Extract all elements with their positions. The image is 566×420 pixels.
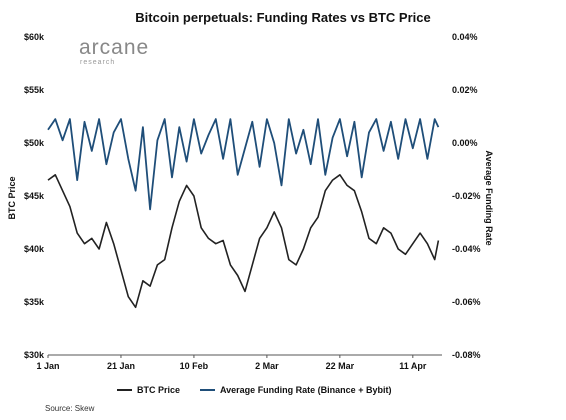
x-tick-label: 21 Jan: [107, 361, 135, 371]
source-note: Source: Skew: [45, 404, 95, 413]
legend: BTC Price Average Funding Rate (Binance …: [117, 385, 391, 395]
x-tick-label: 10 Feb: [180, 361, 209, 371]
y-right-tick-label: 0.04%: [452, 32, 478, 42]
legend-label-btc-price: BTC Price: [137, 385, 180, 395]
y-right-tick-label: 0.00%: [452, 138, 478, 148]
y-left-tick-label: $60k: [24, 32, 45, 42]
plot-area: [47, 118, 440, 309]
x-axis: 1 Jan 21 Jan 10 Feb 2 Mar 22 Mar 11 Apr: [36, 354, 442, 371]
y-right-tick-label: 0.02%: [452, 85, 478, 95]
y-right-axis-label: Average Funding Rate: [484, 150, 494, 245]
y-left-tick-label: $50k: [24, 138, 45, 148]
funding-rate-line: [47, 118, 440, 211]
y-right-tick-label: -0.04%: [452, 244, 481, 254]
x-tick-label: 11 Apr: [399, 361, 427, 371]
y-left-axis-label: BTC Price: [7, 176, 17, 219]
y-left-tick-label: $35k: [24, 297, 45, 307]
x-tick-label: 22 Mar: [326, 361, 355, 371]
y-right-tick-label: -0.08%: [452, 350, 481, 360]
logo-wordmark: arcane: [79, 36, 149, 59]
y-right-tick-label: -0.06%: [452, 297, 481, 307]
y-left-tick-label: $55k: [24, 85, 45, 95]
x-tick-label: 2 Mar: [255, 361, 279, 371]
logo-subtitle: research: [80, 59, 115, 66]
chart-title: Bitcoin perpetuals: Funding Rates vs BTC…: [135, 10, 430, 25]
legend-label-funding-rate: Average Funding Rate (Binance + Bybit): [220, 385, 391, 395]
y-right-ticks: -0.08% -0.06% -0.04% -0.02% 0.00% 0.02% 0.04%: [452, 32, 481, 360]
x-tick-label: 1 Jan: [36, 361, 59, 371]
y-left-tick-label: $40k: [24, 244, 45, 254]
btc-price-line: [47, 174, 440, 309]
y-right-tick-label: -0.02%: [452, 191, 481, 201]
y-left-tick-label: $45k: [24, 191, 45, 201]
y-left-tick-label: $30k: [24, 350, 45, 360]
y-left-ticks: $30k $35k $40k $45k $50k $55k $60k: [24, 32, 45, 360]
arcane-logo: arcane research: [79, 36, 149, 66]
